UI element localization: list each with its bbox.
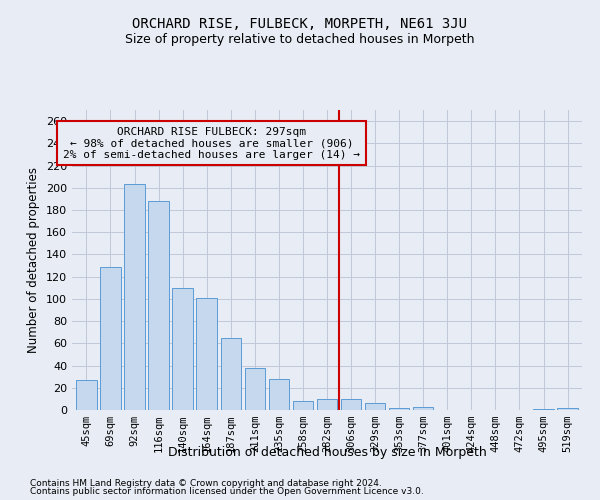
Bar	[341, 399, 361, 410]
Y-axis label: Number of detached properties: Number of detached properties	[28, 167, 40, 353]
Bar	[269, 379, 289, 410]
Bar	[365, 404, 385, 410]
Bar	[221, 338, 241, 410]
Text: Contains HM Land Registry data © Crown copyright and database right 2024.: Contains HM Land Registry data © Crown c…	[30, 478, 382, 488]
Text: Size of property relative to detached houses in Morpeth: Size of property relative to detached ho…	[125, 32, 475, 46]
Bar	[413, 406, 433, 410]
Bar	[196, 298, 217, 410]
Bar	[389, 408, 409, 410]
Bar	[557, 408, 578, 410]
Bar	[148, 201, 169, 410]
Text: ORCHARD RISE FULBECK: 297sqm
← 98% of detached houses are smaller (906)
2% of se: ORCHARD RISE FULBECK: 297sqm ← 98% of de…	[63, 126, 360, 160]
Bar	[172, 288, 193, 410]
Text: Contains public sector information licensed under the Open Government Licence v3: Contains public sector information licen…	[30, 487, 424, 496]
Bar	[245, 368, 265, 410]
Bar	[100, 266, 121, 410]
Bar	[317, 399, 337, 410]
Bar	[76, 380, 97, 410]
Bar	[293, 401, 313, 410]
Bar	[533, 409, 554, 410]
Bar	[124, 184, 145, 410]
Text: ORCHARD RISE, FULBECK, MORPETH, NE61 3JU: ORCHARD RISE, FULBECK, MORPETH, NE61 3JU	[133, 18, 467, 32]
Text: Distribution of detached houses by size in Morpeth: Distribution of detached houses by size …	[167, 446, 487, 459]
